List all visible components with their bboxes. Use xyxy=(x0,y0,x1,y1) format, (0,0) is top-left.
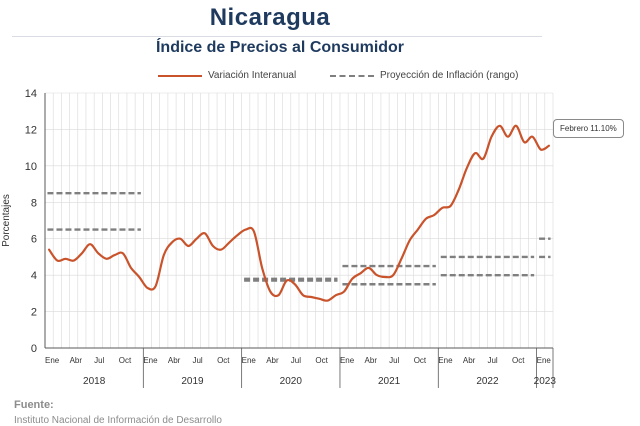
source-label: Fuente: xyxy=(14,399,54,411)
series-line-variacion-interanual xyxy=(48,124,550,302)
x-tick-label-month: Oct xyxy=(217,356,230,365)
chart-legend: Variación Interanual Proyección de Infla… xyxy=(0,70,640,90)
x-tick-label-month: Ene xyxy=(45,356,60,365)
y-tick-label: 0 xyxy=(31,343,37,355)
legend-swatch-projection xyxy=(330,74,374,77)
x-tick-label-month: Oct xyxy=(414,356,427,365)
legend-item-series: Variación Interanual xyxy=(158,70,296,81)
x-tick-label-month: Abr xyxy=(266,356,279,365)
x-tick-label-month: Abr xyxy=(365,356,378,365)
x-tick-label-month: Oct xyxy=(119,356,132,365)
x-tick-label-month: Oct xyxy=(512,356,525,365)
x-tick-label-month: Ene xyxy=(340,356,355,365)
legend-item-projection: Proyección de Inflación (rango) xyxy=(330,70,518,81)
x-tick-label-year: 2022 xyxy=(476,376,499,387)
y-tick-label: 10 xyxy=(25,161,37,173)
x-tick-label-month: Ene xyxy=(438,356,453,365)
x-tick-label-month: Ene xyxy=(242,356,257,365)
x-tick-label-month: Ene xyxy=(143,356,158,365)
y-tick-label: 6 xyxy=(31,234,37,246)
legend-label-series: Variación Interanual xyxy=(208,70,297,81)
source-text: Instituto Nacional de Información de Des… xyxy=(14,415,222,426)
x-tick-label-month: Jul xyxy=(487,356,497,365)
x-tick-label-year: 2018 xyxy=(83,376,106,387)
x-tick-label-year: 2023 xyxy=(534,376,557,387)
x-tick-label-month: Ene xyxy=(537,356,552,365)
latest-value-callout: Febrero 11.10% xyxy=(553,119,624,138)
title-divider xyxy=(12,36,542,37)
legend-swatch-series xyxy=(158,74,202,77)
x-tick-label-month: Jul xyxy=(291,356,301,365)
x-tick-label-month: Abr xyxy=(168,356,181,365)
y-tick-label: 12 xyxy=(25,124,37,136)
y-tick-label: 4 xyxy=(31,270,37,282)
x-tick-label-month: Abr xyxy=(70,356,83,365)
y-tick-label: 2 xyxy=(31,307,37,319)
x-tick-label-year: 2020 xyxy=(280,376,303,387)
x-tick-label-month: Oct xyxy=(315,356,328,365)
page-title: Nicaragua xyxy=(209,4,331,31)
y-tick-label: 14 xyxy=(25,88,37,100)
y-tick-label: 8 xyxy=(31,197,37,209)
x-tick-label-year: 2019 xyxy=(181,376,204,387)
x-tick-label-month: Jul xyxy=(94,356,104,365)
y-axis-title: Porcentajes xyxy=(1,194,12,247)
chart-subtitle: Índice de Precios al Consumidor xyxy=(155,39,405,56)
x-tick-label-month: Jul xyxy=(192,356,202,365)
x-tick-label-month: Jul xyxy=(389,356,399,365)
x-tick-label-month: Abr xyxy=(463,356,476,365)
legend-label-projection: Proyección de Inflación (rango) xyxy=(380,70,519,81)
x-tick-label-year: 2021 xyxy=(378,376,401,387)
